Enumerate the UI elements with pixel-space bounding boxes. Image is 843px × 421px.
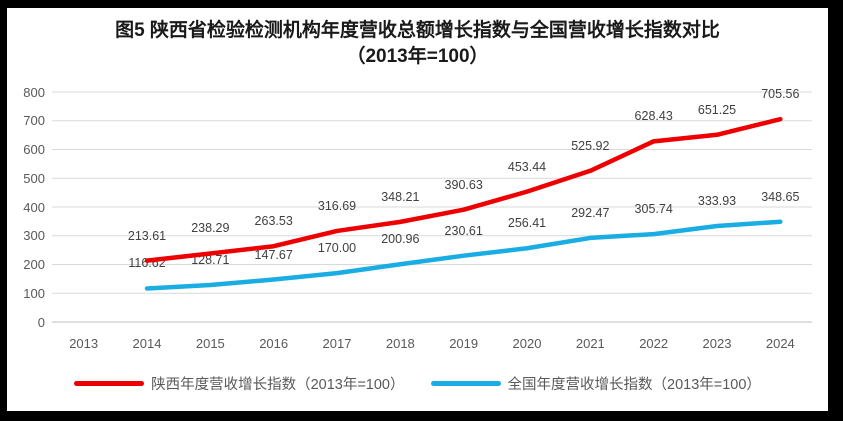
data-label: 238.29 — [191, 221, 230, 236]
x-axis-tick-label: 2016 — [259, 336, 289, 351]
legend-label-national: 全国年度营收增长指数（2013年=100） — [507, 377, 761, 393]
data-label: 525.92 — [571, 138, 610, 153]
x-axis-tick-label: 2015 — [195, 336, 225, 351]
x-axis-tick-label: 2024 — [765, 336, 795, 351]
data-label: 170.00 — [317, 241, 357, 256]
data-label: 147.67 — [254, 247, 293, 262]
data-label: 390.63 — [444, 177, 483, 192]
legend-item-shaanxi[interactable]: 陕西年度营收增长指数（2013年=100） — [74, 373, 405, 394]
data-label: 651.25 — [697, 102, 737, 117]
data-label: 230.61 — [444, 223, 483, 238]
chart-title-line2: （2013年=100） — [346, 46, 489, 67]
data-label: 453.44 — [507, 159, 547, 174]
x-axis-tick-label: 2020 — [512, 336, 542, 351]
shaanxi-index-line — [144, 116, 783, 263]
red-line-swatch-icon — [74, 381, 145, 386]
x-axis-tick-label: 2018 — [385, 336, 415, 351]
x-axis-tick-label: 2021 — [575, 336, 605, 351]
chart-title-line1: 图5 陕西省检验检测机构年度营收总额增长指数与全国营收增长指数对比 — [115, 20, 720, 41]
y-axis-tick-label: 600 — [23, 142, 45, 157]
data-label: 305.74 — [634, 202, 673, 217]
x-axis-tick-label: 2019 — [449, 336, 479, 351]
chart-title: 图5 陕西省检验检测机构年度营收总额增长指数与全国营收增长指数对比 （2013年… — [7, 18, 828, 70]
data-label: 263.53 — [254, 214, 293, 229]
data-label: 316.69 — [317, 198, 357, 213]
data-label: 333.93 — [697, 193, 737, 208]
y-axis-tick-label: 100 — [23, 285, 45, 301]
x-axis-tick-label: 2017 — [322, 336, 352, 351]
data-label: 200.96 — [381, 232, 420, 247]
x-axis-tick-label: 2023 — [702, 336, 732, 351]
y-axis-tick-label: 800 — [23, 84, 45, 100]
legend-item-national[interactable]: 全国年度营收增长指数（2013年=100） — [430, 373, 761, 394]
chart-legend: 陕西年度营收增长指数（2013年=100） 全国年度营收增长指数（2013年=1… — [7, 373, 828, 394]
legend-label-shaanxi: 陕西年度营收增长指数（2013年=100） — [151, 377, 405, 393]
data-label: 348.21 — [381, 189, 420, 204]
data-label: 348.65 — [761, 189, 800, 204]
y-axis-tick-label: 200 — [23, 257, 45, 272]
data-label: 628.43 — [634, 109, 673, 124]
series-lines-layer — [144, 116, 783, 291]
y-axis-tick-label: 300 — [23, 228, 45, 244]
data-label: 705.56 — [761, 87, 800, 102]
blue-line-swatch-icon — [430, 381, 501, 386]
data-label: 213.61 — [127, 228, 167, 243]
y-axis-tick-label: 700 — [23, 113, 45, 129]
gridlines-layer — [52, 91, 812, 323]
data-label: 256.41 — [507, 216, 547, 231]
y-axis-tick-label: 0 — [37, 314, 45, 330]
x-axis-tick-label: 2014 — [132, 336, 162, 351]
chart-panel: 图5 陕西省检验检测机构年度营收总额增长指数与全国营收增长指数对比 （2013年… — [7, 8, 828, 411]
y-axis-tick-label: 500 — [23, 170, 45, 186]
line-chart: 213.61 238.29 263.53 316.69 348.21 390.63 453.… — [7, 8, 828, 411]
x-axis-tick-label: 2013 — [69, 336, 99, 351]
national-index-line — [144, 219, 783, 291]
y-axis-tick-label: 400 — [23, 199, 45, 215]
x-axis-tick-label: 2022 — [639, 336, 669, 351]
data-label: 292.47 — [571, 205, 610, 220]
